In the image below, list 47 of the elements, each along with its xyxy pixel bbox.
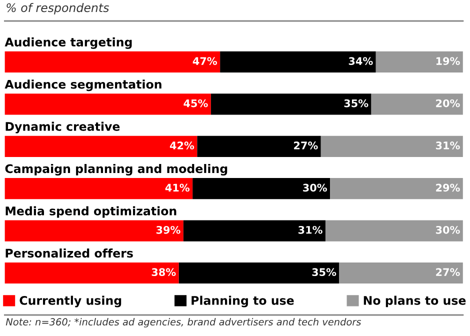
- data-label: 41%: [165, 184, 190, 192]
- data-label: 19%: [436, 57, 460, 66]
- bar: [210, 94, 372, 115]
- bar: [4, 136, 198, 157]
- data-label: 39%: [156, 226, 180, 234]
- bar: [339, 262, 463, 284]
- bar: [4, 220, 184, 242]
- data-label: 42%: [170, 142, 194, 150]
- data-label: 30%: [436, 226, 460, 234]
- data-label: 31%: [436, 142, 460, 150]
- bar: [4, 262, 179, 284]
- y-tick-label: Campaign planning and modeling: [5, 164, 228, 176]
- bar: [371, 94, 463, 115]
- data-label: 47%: [192, 57, 217, 66]
- y-tick-label: Personalized offers: [6, 248, 133, 258]
- bar: [320, 136, 463, 157]
- bar: [183, 220, 326, 242]
- bar: [197, 136, 321, 157]
- data-label: 35%: [344, 99, 368, 108]
- bar: [4, 51, 220, 73]
- bar: [325, 220, 463, 242]
- data-label: 31%: [298, 226, 322, 234]
- bar: [178, 262, 340, 284]
- y-tick-label: Dynamic creative: [6, 122, 120, 134]
- y-tick-label: Media spend optimization: [6, 206, 176, 218]
- bar: [192, 178, 330, 200]
- data-label: 35%: [312, 268, 336, 276]
- text: Note: n=360; *includes ad agencies, brand advertisers and tech vendors: [6, 318, 362, 328]
- legend-label: No plans to use: [364, 296, 466, 308]
- bar: [376, 51, 463, 73]
- bar: [4, 178, 193, 200]
- y-tick-label: Audience segmentation: [4, 80, 162, 92]
- data-label: 20%: [436, 99, 460, 108]
- data-label: 38%: [152, 268, 176, 276]
- data-label: 27%: [294, 142, 318, 150]
- legend-label: Currently using: [20, 296, 122, 308]
- legend-label: Planning to use: [192, 296, 294, 308]
- data-label: 34%: [348, 57, 373, 66]
- data-label: 30%: [303, 184, 327, 192]
- data-label: 27%: [436, 268, 460, 276]
- bar: [330, 178, 463, 200]
- data-label: 45%: [184, 99, 208, 108]
- bar: [4, 94, 211, 115]
- bar: [220, 51, 376, 73]
- y-tick-label: Audience targeting: [4, 37, 132, 49]
- chart-subtitle: % of respondents: [6, 3, 109, 14]
- data-label: 29%: [436, 184, 460, 192]
